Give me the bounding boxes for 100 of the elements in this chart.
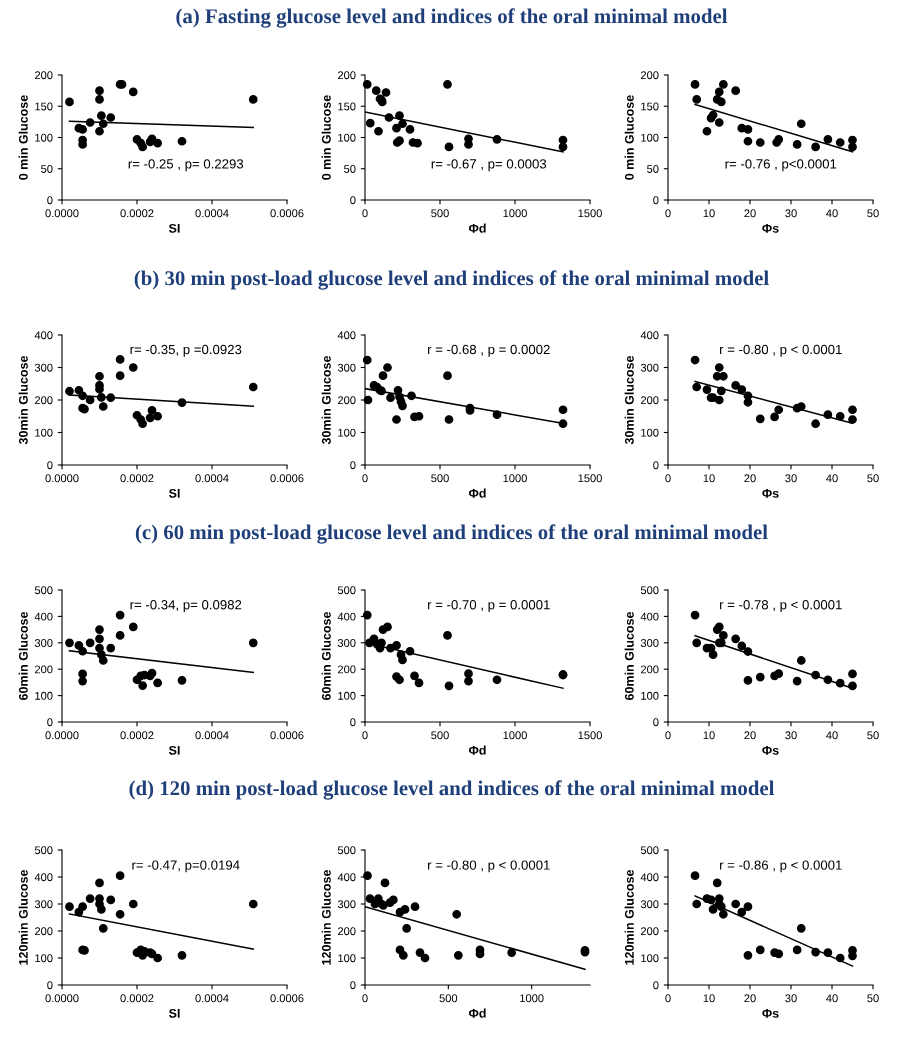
y-tick-label: 500 [640, 586, 659, 595]
annotation: r = -0.70 , p = 0.0001 [428, 600, 550, 612]
x-tick-label: 0.0006 [270, 474, 304, 483]
y-tick-label: 200 [640, 71, 659, 80]
chart-title: (b) 30 min post-load glucose level and indices of the oral minimal model [134, 270, 769, 290]
annotation: r= -0.35, p =0.0923 [130, 344, 242, 357]
y-axis-title: 120min Glucose [624, 869, 634, 965]
x-tick-label: 0.0002 [120, 209, 154, 218]
y-tick-label: 400 [337, 331, 356, 340]
x-tick-label: 40 [826, 474, 838, 483]
x-tick-label: 0 [362, 731, 368, 740]
y-tick-label: 200 [337, 71, 356, 80]
y-tick-label: 50 [647, 165, 659, 173]
x-axis-title: Φs [762, 1008, 779, 1018]
x-tick-label: 0.0004 [195, 209, 229, 218]
x-tick-label: 1500 [578, 474, 602, 483]
x-tick-label: 0 [665, 731, 671, 740]
y-tick-label: 150 [35, 102, 53, 111]
y-tick-label: 50 [344, 165, 356, 173]
y-tick-label: 100 [641, 428, 659, 437]
y-axis-title: 0 min Glucose [18, 95, 28, 180]
y-tick-label: 200 [34, 927, 53, 936]
x-tick-label: 0.0000 [45, 994, 79, 1003]
x-tick-label: 1000 [503, 474, 527, 483]
x-tick-label: 30 [785, 209, 797, 218]
x-tick-label: 0.0000 [45, 731, 79, 740]
x-tick-label: 0.0006 [270, 731, 304, 740]
x-axis-title: Φd [468, 223, 486, 233]
y-tick-label: 300 [640, 900, 659, 909]
x-tick-label: 20 [744, 474, 756, 483]
x-tick-label: 0 [362, 994, 368, 1003]
x-axis-title: SI [168, 1008, 180, 1018]
x-tick-label: 0.0000 [45, 209, 79, 218]
y-tick-label: 200 [640, 396, 659, 405]
y-tick-label: 0 [350, 718, 356, 727]
x-tick-label: 0.0006 [270, 994, 304, 1003]
x-tick-label: 1500 [578, 209, 602, 218]
y-tick-label: 300 [337, 363, 356, 372]
y-tick-label: 100 [641, 691, 659, 700]
y-tick-label: 400 [337, 612, 356, 621]
x-axis-title: SI [168, 223, 180, 233]
y-tick-label: 400 [34, 331, 53, 340]
y-tick-label: 0 [47, 718, 53, 727]
annotation: r= -0.47, p=0.0194 [132, 860, 240, 873]
x-tick-label: 50 [867, 994, 879, 1003]
y-tick-label: 300 [34, 363, 53, 372]
annotation: r = -0.78 , p < 0.0001 [720, 600, 842, 612]
y-tick-label: 0 [47, 196, 53, 205]
annotation: r = -0.80 , p < 0.0001 [428, 860, 550, 873]
x-axis-title: SI [168, 488, 180, 498]
y-axis-title: 30min Glucose [321, 355, 331, 445]
x-tick-label: 30 [785, 474, 797, 483]
x-tick-label: 0.0002 [120, 731, 154, 740]
y-tick-label: 300 [34, 639, 53, 647]
y-tick-label: 500 [337, 586, 356, 595]
y-axis-title: 60min Glucose [18, 611, 28, 700]
x-tick-label: 0.0006 [270, 209, 304, 218]
y-tick-label: 100 [641, 954, 659, 963]
y-tick-label: 200 [34, 665, 53, 674]
y-tick-label: 100 [338, 691, 356, 700]
y-tick-label: 300 [34, 900, 53, 909]
y-tick-label: 100 [35, 428, 53, 437]
y-tick-label: 400 [337, 873, 356, 882]
x-tick-label: 0.0004 [195, 731, 229, 740]
y-tick-label: 200 [34, 396, 53, 405]
x-tick-label: 20 [744, 209, 756, 218]
y-tick-label: 100 [35, 954, 53, 963]
y-tick-label: 200 [337, 927, 356, 936]
x-tick-label: 500 [431, 474, 449, 483]
y-tick-label: 400 [34, 873, 53, 882]
y-tick-label: 100 [338, 133, 356, 142]
y-tick-label: 200 [34, 71, 53, 80]
y-tick-label: 0 [653, 981, 659, 990]
y-axis-title: 60min Glucose [321, 611, 331, 700]
annotation: r = -0.86 , p < 0.0001 [720, 860, 842, 873]
y-tick-label: 100 [641, 133, 659, 142]
y-tick-label: 0 [350, 196, 356, 205]
annotation: r = -0.80 , p < 0.0001 [720, 344, 842, 357]
chart-title: (c) 60 min post-load glucose level and indices of the oral minimal model [135, 524, 768, 544]
y-tick-label: 100 [338, 428, 356, 437]
x-tick-label: 0 [665, 209, 671, 218]
y-axis-title: 60min Glucose [624, 611, 634, 700]
y-tick-label: 500 [34, 846, 53, 855]
y-tick-label: 500 [34, 586, 53, 595]
x-tick-label: 40 [826, 994, 838, 1003]
x-tick-label: 0.0002 [120, 474, 154, 483]
x-tick-label: 10 [703, 731, 715, 740]
y-axis-title: 120min Glucose [18, 869, 28, 965]
y-axis-title: 120min Glucose [321, 869, 331, 965]
y-axis-title: 30min Glucose [624, 355, 634, 445]
y-tick-label: 0 [653, 196, 659, 205]
y-tick-label: 400 [640, 331, 659, 340]
x-tick-label: 10 [703, 209, 715, 218]
y-tick-label: 200 [640, 665, 659, 674]
y-tick-label: 100 [35, 133, 53, 142]
x-axis-title: Φd [468, 488, 486, 498]
x-tick-label: 0 [665, 994, 671, 1003]
y-axis-title: 0 min Glucose [321, 95, 331, 180]
x-axis-title: Φs [762, 223, 779, 233]
y-tick-label: 100 [35, 691, 53, 700]
